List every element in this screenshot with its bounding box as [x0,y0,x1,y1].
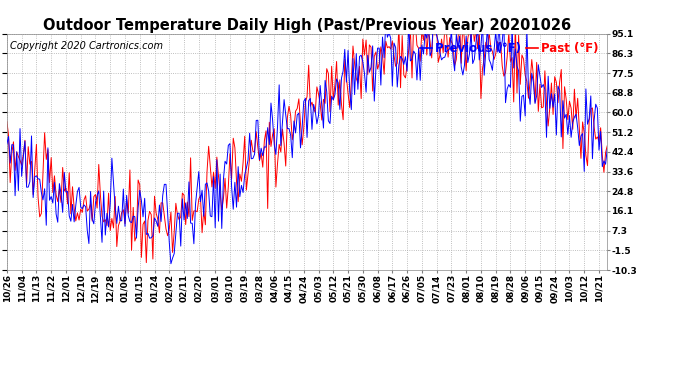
Title: Outdoor Temperature Daily High (Past/Previous Year) 20201026: Outdoor Temperature Daily High (Past/Pre… [43,18,571,33]
Text: Copyright 2020 Cartronics.com: Copyright 2020 Cartronics.com [10,41,163,51]
Legend: Previous (°F), Past (°F): Previous (°F), Past (°F) [417,40,601,57]
